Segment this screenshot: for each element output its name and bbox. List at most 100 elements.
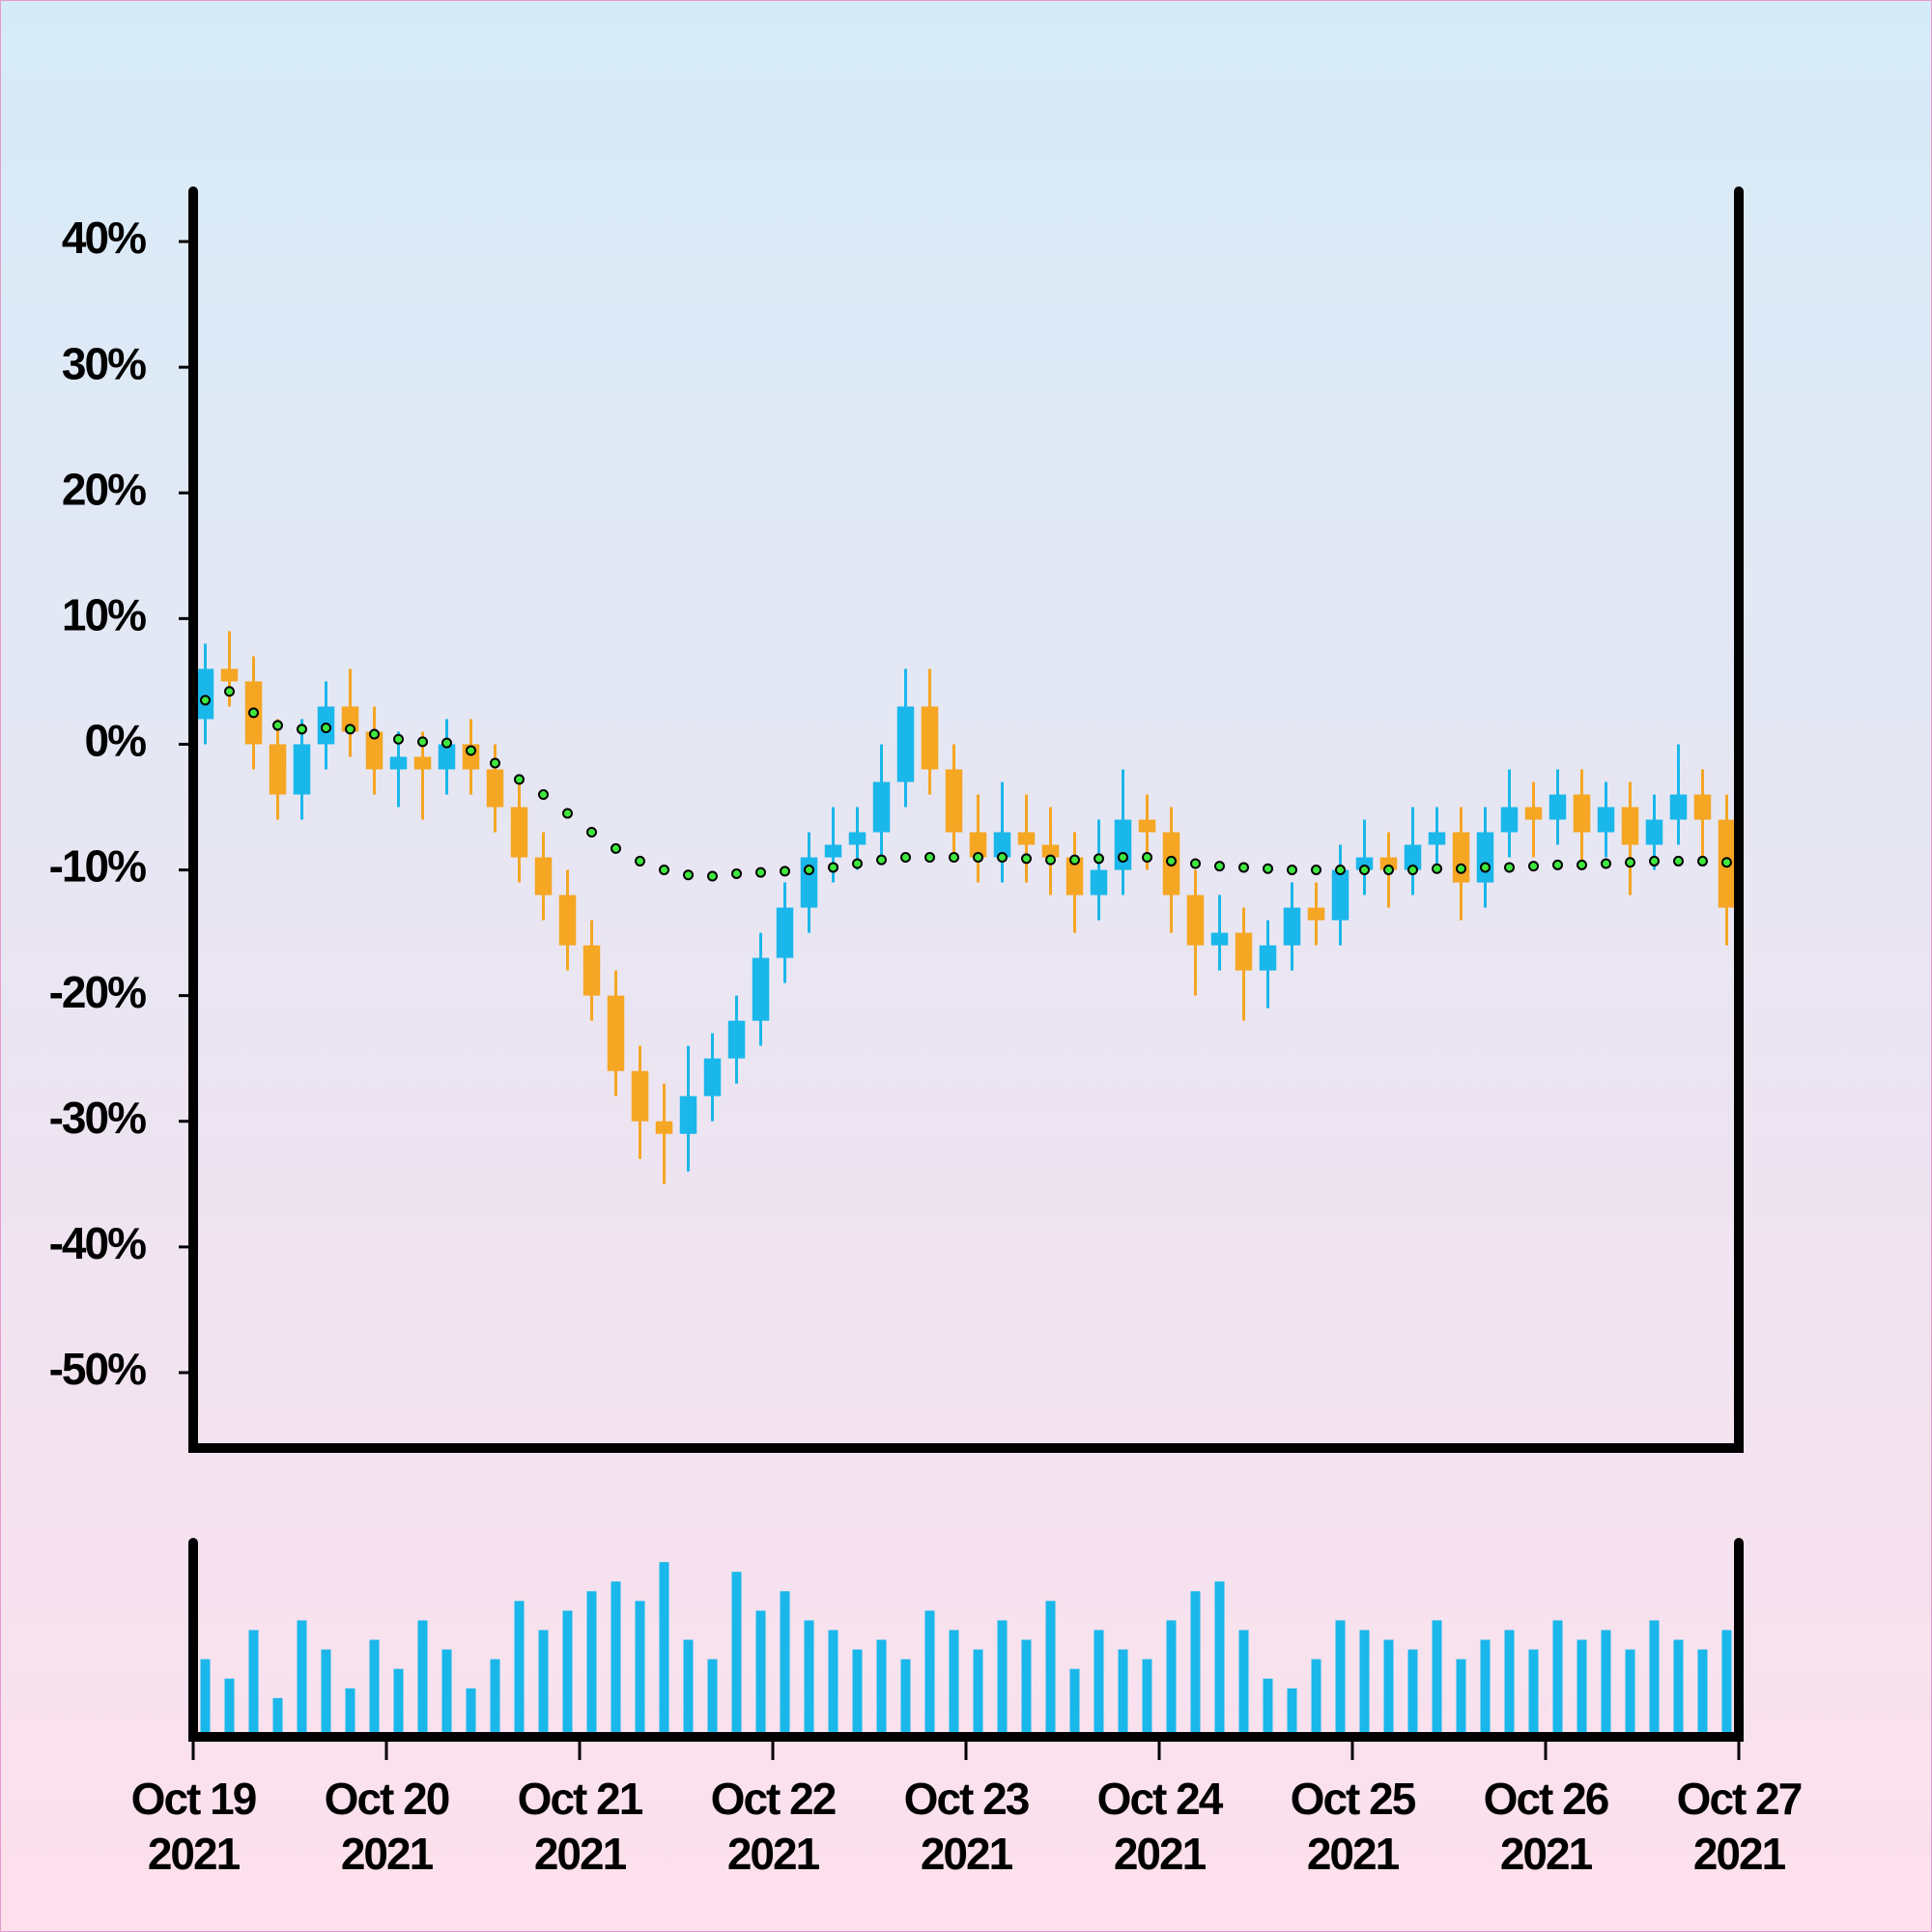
candle-body — [1307, 907, 1325, 921]
moving-average-dot — [1335, 865, 1346, 876]
moving-average-dot — [1383, 865, 1394, 876]
y-tick-label: -20% — [49, 967, 146, 1017]
x-tick-label: Oct 27 — [1677, 1774, 1802, 1824]
x-tick-label: Oct 19 — [131, 1774, 256, 1824]
volume-bar — [1673, 1639, 1684, 1737]
volume-bar — [321, 1649, 331, 1737]
volume-bar — [997, 1620, 1008, 1737]
y-tick-label: 20% — [62, 464, 146, 514]
x-tick-label: Oct 23 — [904, 1774, 1029, 1824]
moving-average-dot — [1552, 859, 1563, 870]
moving-average-dot — [1697, 855, 1708, 867]
moving-average-dot — [804, 865, 814, 876]
volume-bar — [1601, 1630, 1611, 1737]
volume-bar — [1142, 1659, 1152, 1737]
candle-body — [1500, 807, 1519, 833]
volume-bar — [973, 1649, 983, 1737]
candle-body — [824, 844, 842, 858]
y-tick-label: 10% — [62, 589, 146, 639]
volume-bar — [1721, 1630, 1732, 1737]
moving-average-dot — [1263, 863, 1273, 874]
moving-average-dot — [321, 723, 331, 734]
moving-average-dot — [1625, 857, 1635, 868]
volume-bar — [1118, 1649, 1128, 1737]
x-tick-label: 2021 — [1500, 1829, 1593, 1879]
moving-average-dot — [514, 774, 525, 785]
candle-body — [848, 832, 867, 845]
volume-bar — [1625, 1649, 1635, 1737]
volume-bar — [441, 1649, 452, 1737]
volume-axes — [188, 1538, 1744, 1742]
volume-bar — [1504, 1630, 1515, 1737]
price-panel: 40% 30% 20% 10% 0% -10% -20% -30% -40% -50% — [49, 213, 1736, 1394]
candle-body — [1645, 819, 1663, 845]
moving-average-dot — [1094, 853, 1104, 865]
volume-bar — [1214, 1581, 1225, 1737]
candle-body — [486, 769, 504, 808]
x-tick-label: 2021 — [534, 1829, 627, 1879]
candle-body — [1138, 819, 1156, 833]
moving-average-dot — [1069, 854, 1080, 866]
candle-body — [293, 744, 311, 795]
candle-body — [945, 769, 963, 833]
candle-body — [389, 756, 408, 770]
volume-bar — [1166, 1620, 1177, 1737]
volume-bar — [248, 1630, 259, 1737]
moving-average-dot — [1649, 855, 1660, 867]
moving-average-dot — [562, 808, 573, 819]
moving-average-dot — [876, 854, 887, 866]
moving-average-dot — [755, 867, 766, 878]
x-tick-label: 2021 — [1114, 1829, 1207, 1879]
candle-body — [1573, 794, 1591, 833]
moving-average-dot — [635, 855, 645, 867]
volume-bar — [297, 1620, 307, 1737]
volume-bar — [949, 1630, 959, 1737]
candle-body — [582, 945, 601, 996]
volume-bar — [1359, 1630, 1370, 1737]
volume-bar — [224, 1678, 235, 1737]
x-tick-label: Oct 22 — [711, 1774, 836, 1824]
moving-average-dot — [731, 867, 742, 879]
moving-average-dot — [1577, 859, 1587, 870]
moving-average-dot — [683, 869, 694, 881]
candle-body — [341, 706, 359, 732]
volume-bar — [417, 1620, 428, 1737]
candle-body — [438, 744, 456, 770]
volume-bar — [1094, 1630, 1104, 1737]
volume-bar — [804, 1620, 814, 1737]
volume-bar — [1045, 1601, 1056, 1737]
moving-average-dot — [828, 862, 838, 873]
candle-body — [1283, 907, 1301, 946]
candle-body — [872, 781, 891, 833]
moving-average-dot — [1214, 861, 1225, 872]
volume-bar — [1021, 1639, 1032, 1737]
moving-average-dot — [272, 720, 283, 731]
volume-bar — [490, 1659, 500, 1737]
candle-body — [196, 668, 214, 720]
volume-bar — [1287, 1688, 1297, 1737]
x-tick-label: Oct 26 — [1484, 1774, 1608, 1824]
x-tick-label: 2021 — [1693, 1829, 1786, 1879]
candle-body — [679, 1095, 697, 1134]
y-tick-label: 40% — [62, 213, 146, 263]
y-tick-label: -50% — [49, 1344, 146, 1394]
y-tick-label: 0% — [85, 716, 147, 766]
moving-average-dot — [973, 852, 983, 864]
volume-bar — [1069, 1668, 1080, 1737]
candle-body — [558, 895, 577, 946]
moving-average-dot — [1721, 857, 1732, 868]
volume-bar — [1432, 1620, 1442, 1737]
moving-average-dot — [417, 736, 428, 748]
volume-bar — [1697, 1649, 1708, 1737]
x-tick-label: Oct 24 — [1097, 1774, 1224, 1824]
candle-body — [510, 807, 528, 858]
volume-bar — [586, 1591, 597, 1737]
moving-average-dot — [1287, 865, 1297, 876]
volume-bar — [1649, 1620, 1660, 1737]
moving-average-dot — [1166, 855, 1177, 867]
moving-average-dot — [297, 724, 307, 735]
volume-bar — [611, 1581, 621, 1737]
volume-bar — [514, 1601, 525, 1737]
moving-average-dot — [659, 865, 669, 876]
